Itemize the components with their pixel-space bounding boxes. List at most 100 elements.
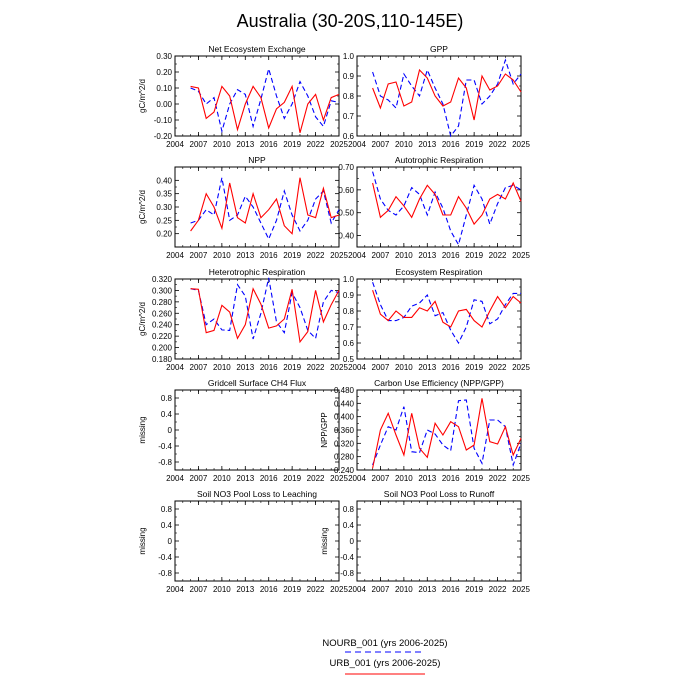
- y-tick-label: 0.360: [334, 426, 355, 435]
- panel-soil-no3-pool-loss-to-leaching: Soil NO3 Pool Loss to Leaching 2004 2007 20…: [138, 489, 348, 594]
- y-axis-label: gC/m^2/d: [138, 190, 147, 224]
- x-tick-label: 2004: [166, 251, 184, 260]
- x-tick-label: 2016: [260, 363, 278, 372]
- panel-title: Ecosystem Respiration: [396, 267, 483, 277]
- panel-net-ecosystem-exchange: Net Ecosystem Exchange 2004 2007 2010 2013 20…: [138, 44, 348, 149]
- x-tick-label: 2022: [307, 474, 325, 483]
- y-tick-label: 0.300: [152, 286, 173, 295]
- x-tick-label: 2019: [465, 140, 483, 149]
- x-tick-label: 2016: [442, 140, 460, 149]
- x-tick-label: 2013: [418, 474, 436, 483]
- x-tick-label: 2022: [307, 140, 325, 149]
- x-tick-label: 2007: [372, 474, 390, 483]
- y-tick-label: 0.50: [338, 209, 354, 218]
- x-tick-label: 2025: [512, 363, 530, 372]
- y-tick-label: 0.4: [161, 410, 173, 419]
- plot-frame: [174, 500, 340, 582]
- x-tick-label: 2022: [489, 585, 507, 594]
- series-line-nourb-001: [372, 171, 522, 247]
- x-tick-label: 2013: [418, 585, 436, 594]
- x-tick-label: 2019: [465, 474, 483, 483]
- series-line-nourb-001: [190, 177, 340, 241]
- plot-frame: [356, 500, 522, 582]
- panel-title: Soil NO3 Pool Loss to Runoff: [384, 489, 495, 499]
- x-tick-label: 2010: [395, 474, 413, 483]
- y-tick-label: 0.40: [338, 232, 354, 241]
- x-tick-label: 2013: [236, 363, 254, 372]
- plot-frame: [356, 166, 522, 248]
- x-tick-label: 2013: [236, 140, 254, 149]
- y-tick-label: 1.0: [343, 275, 355, 284]
- y-tick-label: 0.8: [161, 505, 173, 514]
- x-tick-label: 2025: [330, 363, 348, 372]
- plot-frame: [174, 389, 340, 471]
- x-tick-label: 2007: [190, 251, 208, 260]
- x-tick-label: 2025: [512, 251, 530, 260]
- series-line-urb-001: [190, 84, 340, 133]
- x-tick-label: 2010: [213, 585, 231, 594]
- x-tick-label: 2022: [489, 251, 507, 260]
- y-tick-label: -0.4: [340, 553, 354, 562]
- x-tick-label: 2004: [166, 140, 184, 149]
- panel-ecosystem-respiration: Ecosystem Respiration 2004 2007 2010 2013 201…: [343, 267, 531, 372]
- y-tick-label: 0.400: [334, 413, 355, 422]
- y-tick-label: 0.240: [152, 321, 173, 330]
- y-tick-label: 0: [350, 537, 355, 546]
- y-tick-label: 0.8: [343, 307, 355, 316]
- x-tick-label: 2004: [348, 251, 366, 260]
- x-tick-label: 2007: [372, 140, 390, 149]
- series-line-urb-001: [372, 398, 522, 469]
- y-tick-label: 0.8: [343, 92, 355, 101]
- y-tick-label: 0.220: [152, 332, 173, 341]
- y-tick-label: 0.25: [156, 216, 172, 225]
- y-tick-label: 0.35: [156, 190, 172, 199]
- panel-carbon-use-efficiency-npp-gpp: Carbon Use Efficiency (NPP/GPP) 2004 2007 2…: [320, 378, 530, 483]
- y-axis-label: missing: [138, 527, 147, 554]
- y-tick-label: 0.5: [343, 355, 355, 364]
- x-tick-label: 2007: [190, 474, 208, 483]
- x-tick-label: 2016: [260, 474, 278, 483]
- panel-title: NPP: [248, 155, 266, 165]
- figure-title: Australia (30-20S,110-145E): [237, 11, 464, 31]
- x-tick-label: 2007: [190, 585, 208, 594]
- y-tick-label: -0.4: [158, 553, 172, 562]
- y-tick-label: 0.200: [152, 344, 173, 353]
- y-axis-label: missing: [138, 416, 147, 443]
- y-tick-label: 0.9: [343, 72, 355, 81]
- y-tick-label: 0.8: [343, 505, 355, 514]
- x-tick-label: 2025: [330, 474, 348, 483]
- panel-autotrophic-respiration: Autotrophic Respiration 2004 2007 2010 2013 2…: [338, 155, 530, 260]
- y-tick-label: 0.280: [334, 453, 355, 462]
- x-tick-label: 2013: [236, 585, 254, 594]
- x-tick-label: 2016: [260, 140, 278, 149]
- x-tick-label: 2004: [166, 474, 184, 483]
- series-line-urb-001: [190, 287, 340, 344]
- x-tick-label: 2016: [260, 251, 278, 260]
- panel-title: Gridcell Surface CH4 Flux: [208, 378, 307, 388]
- x-tick-label: 2013: [418, 140, 436, 149]
- x-tick-label: 2016: [260, 585, 278, 594]
- x-tick-label: 2007: [372, 585, 390, 594]
- x-tick-label: 2016: [442, 251, 460, 260]
- panel-soil-no3-pool-loss-to-runoff: Soil NO3 Pool Loss to Runoff 2004 2007 2010…: [320, 489, 530, 594]
- y-tick-label: 0.320: [334, 439, 355, 448]
- x-tick-label: 2010: [213, 474, 231, 483]
- panel-gridcell-surface-ch4-flux: Gridcell Surface CH4 Flux 2004 2007 2010 201…: [138, 378, 348, 483]
- plot-frame: [174, 278, 340, 360]
- y-tick-label: 0: [168, 426, 173, 435]
- legend: NOURB_001 (yrs 2006-2025) URB_001 (yrs 2…: [322, 638, 448, 675]
- y-tick-label: 1.0: [343, 52, 355, 61]
- x-tick-label: 2010: [395, 140, 413, 149]
- series-line-nourb-001: [372, 399, 522, 468]
- x-tick-label: 2019: [465, 251, 483, 260]
- x-tick-label: 2016: [442, 363, 460, 372]
- y-tick-label: 0.70: [338, 163, 354, 172]
- y-tick-label: 0.20: [156, 68, 172, 77]
- x-tick-label: 2022: [489, 140, 507, 149]
- x-tick-label: 2010: [213, 140, 231, 149]
- x-tick-label: 2022: [307, 363, 325, 372]
- x-tick-label: 2019: [465, 585, 483, 594]
- x-tick-label: 2004: [348, 363, 366, 372]
- x-tick-label: 2013: [236, 474, 254, 483]
- x-tick-label: 2007: [372, 251, 390, 260]
